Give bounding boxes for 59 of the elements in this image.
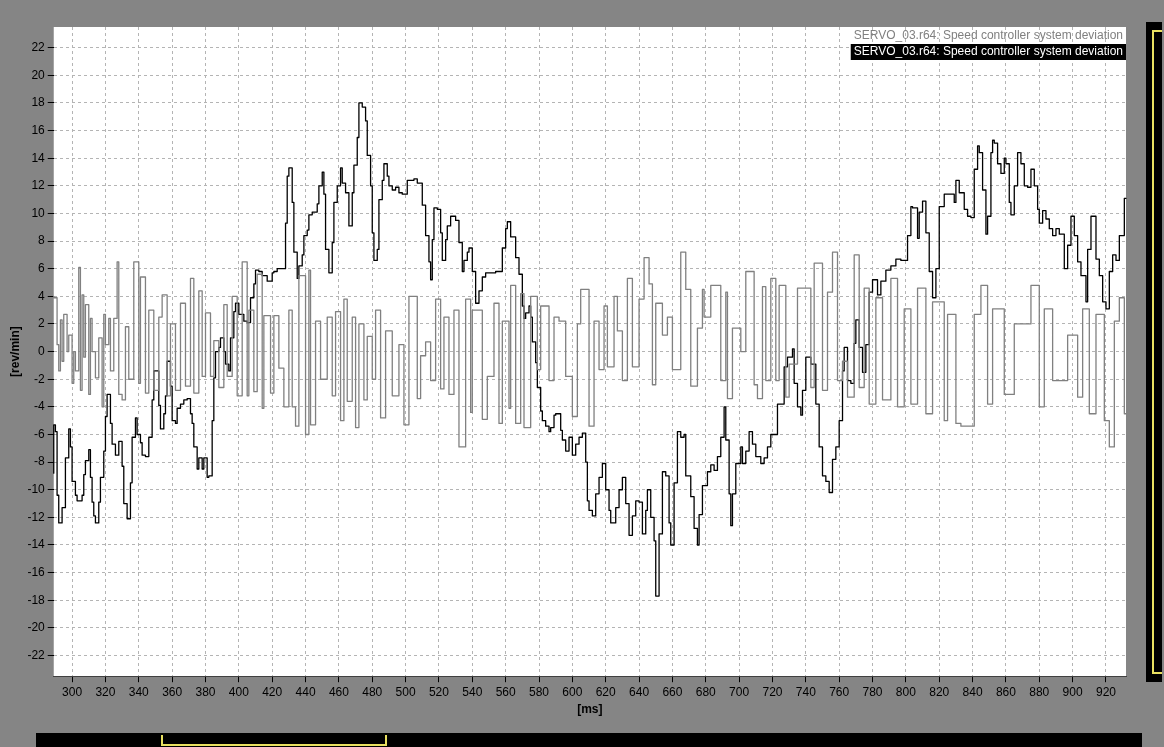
x-tick-label: 480 (362, 684, 383, 699)
x-tick-label: 820 (929, 684, 950, 699)
x-tick-label: 620 (595, 684, 617, 699)
x-tick-label: 380 (195, 684, 216, 699)
x-tick-label: 680 (695, 684, 717, 699)
x-tick-label: 460 (328, 684, 350, 699)
x-tick-label: 600 (562, 684, 583, 699)
y-tick-label: -22 (27, 647, 46, 662)
y-tick-label: 6 (38, 261, 46, 276)
y-tick-label: 8 (38, 233, 46, 248)
x-tick-label: 660 (662, 684, 683, 699)
y-tick-label: -18 (27, 592, 46, 607)
y-tick-label: -14 (27, 537, 46, 552)
y-tick-label: 10 (31, 205, 46, 220)
x-tick-label: 840 (962, 684, 983, 699)
y-tick-label: -16 (27, 564, 46, 579)
x-tick-label: 860 (995, 684, 1017, 699)
y-tick-label: -6 (34, 426, 46, 441)
x-tick-label: 520 (428, 684, 450, 699)
x-axis-title: [ms] (577, 702, 603, 717)
x-tick-label: 320 (95, 684, 116, 699)
x-tick-label: 540 (462, 684, 483, 699)
y-tick-label: 16 (31, 122, 46, 137)
x-tick-label: 560 (495, 684, 516, 699)
y-tick-label: -20 (27, 620, 46, 635)
x-tick-label: 900 (1062, 684, 1083, 699)
x-tick-label: 420 (262, 684, 283, 699)
x-tick-label: 700 (729, 684, 750, 699)
y-tick-label: 20 (31, 67, 46, 82)
y-tick-label: 14 (31, 150, 46, 165)
text: SERVO_03.r64: Speed controller system deviation (853, 28, 1124, 43)
x-tick-label: 580 (528, 684, 550, 699)
y-axis-title: [rev/min] (7, 326, 22, 377)
x-tick-label: 800 (895, 684, 917, 699)
text: SERVO_03.r64: Speed controller system deviation (853, 44, 1124, 59)
x-tick-label: 720 (762, 684, 783, 699)
x-tick-label: 360 (162, 684, 183, 699)
x-tick-label: 880 (1029, 684, 1050, 699)
y-tick-label: -10 (27, 482, 46, 497)
x-tick-label: 440 (295, 684, 316, 699)
y-tick-label: 18 (31, 95, 46, 110)
y-tick-label: 22 (31, 40, 46, 55)
y-tick-label: -4 (34, 399, 46, 414)
x-tick-label: 780 (862, 684, 883, 699)
x-tick-label: 500 (395, 684, 416, 699)
y-tick-label: 2 (38, 316, 46, 331)
y-tick-label: 4 (38, 288, 46, 303)
x-tick-label: 340 (128, 684, 150, 699)
x-tick-label: 300 (62, 684, 83, 699)
y-tick-label: -8 (34, 454, 46, 469)
x-tick-label: 740 (795, 684, 817, 699)
x-tick-label: 920 (1095, 684, 1117, 699)
y-tick-label: -12 (27, 509, 46, 524)
x-tick-label: 760 (829, 684, 850, 699)
y-tick-label: 12 (31, 178, 46, 193)
y-tick-label: -2 (34, 371, 46, 386)
y-tick-label: 0 (38, 343, 46, 358)
x-tick-label: 640 (629, 684, 650, 699)
x-tick-label: 400 (228, 684, 250, 699)
